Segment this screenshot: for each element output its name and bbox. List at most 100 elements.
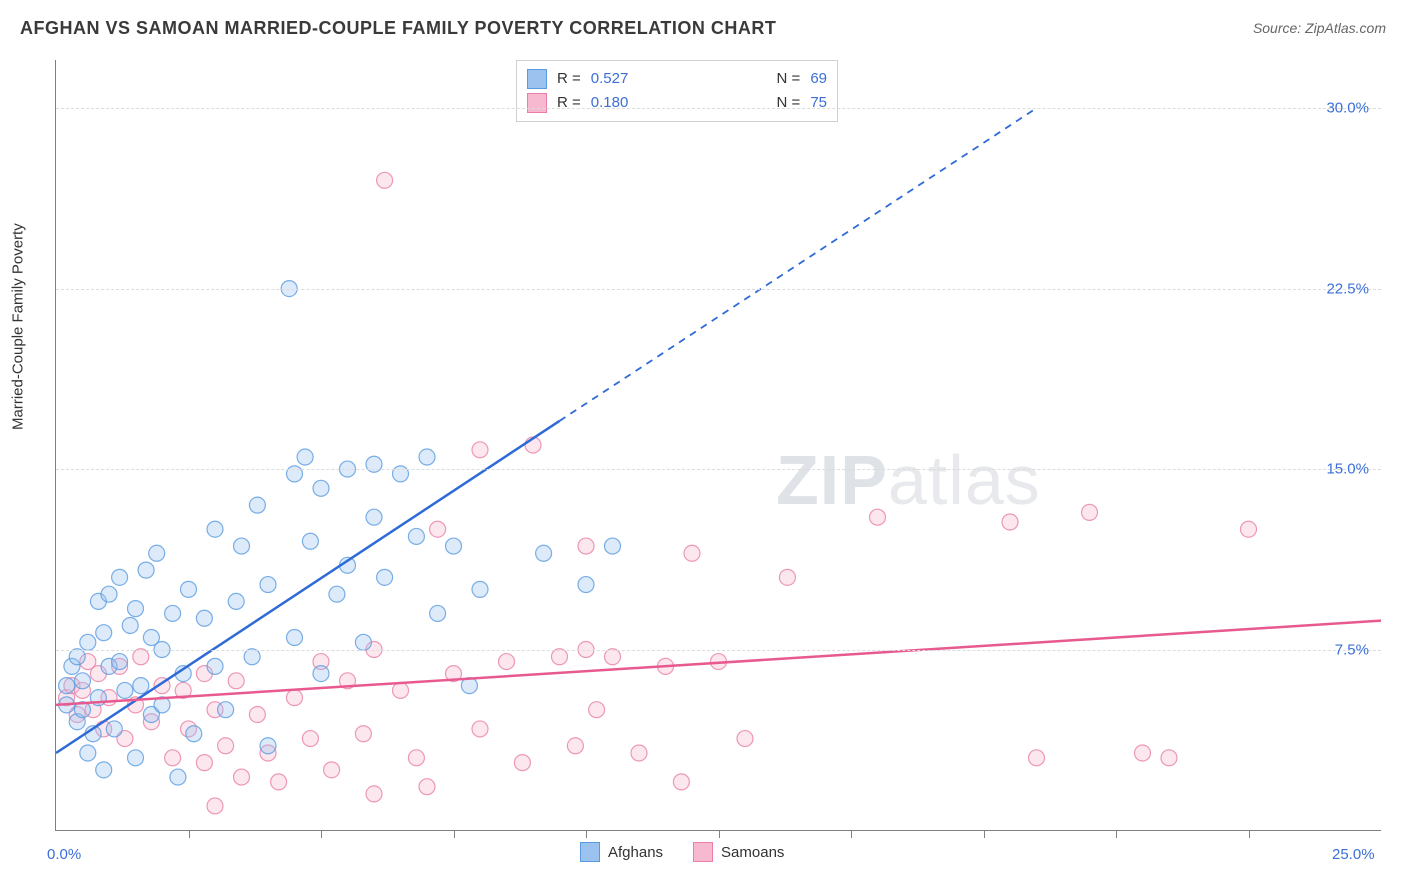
samoan-point <box>165 750 181 766</box>
samoan-point <box>499 654 515 670</box>
samoan-point <box>196 755 212 771</box>
legend-swatch <box>693 842 713 862</box>
samoan-point <box>567 738 583 754</box>
y-tick-label: 7.5% <box>1335 641 1369 658</box>
samoan-point <box>133 649 149 665</box>
afghan-point <box>96 762 112 778</box>
samoan-point <box>207 798 223 814</box>
samoan-point <box>218 738 234 754</box>
legend: Afghans Samoans <box>580 842 784 862</box>
afghan-point <box>69 649 85 665</box>
afghan-point <box>122 617 138 633</box>
samoan-point <box>589 702 605 718</box>
samoan-point <box>631 745 647 761</box>
samoan-point <box>578 538 594 554</box>
afghan-point <box>170 769 186 785</box>
samoan-point <box>870 509 886 525</box>
afghan-point <box>59 678 75 694</box>
stat-n-value: 75 <box>810 91 827 115</box>
afghan-point <box>207 521 223 537</box>
stat-n-label: N = <box>777 67 801 91</box>
samoan-point <box>514 755 530 771</box>
samoan-point <box>393 682 409 698</box>
stats-row: R =0.527N =69 <box>527 67 827 91</box>
x-axis-origin-label: 0.0% <box>47 846 81 863</box>
y-tick-label: 15.0% <box>1326 461 1369 478</box>
afghan-point <box>366 509 382 525</box>
samoan-point <box>673 774 689 790</box>
gridline <box>56 108 1381 109</box>
afghan-point <box>472 581 488 597</box>
afghan-point <box>260 738 276 754</box>
samoan-point <box>1029 750 1045 766</box>
stat-r-label: R = <box>557 67 581 91</box>
x-tick <box>984 830 985 838</box>
afghan-point <box>106 721 122 737</box>
afghan-point <box>287 630 303 646</box>
chart-plot-area: ZIPatlas R =0.527N =69R =0.180N =75 7.5%… <box>55 60 1381 831</box>
afghan-point <box>101 586 117 602</box>
legend-swatch <box>580 842 600 862</box>
afghan-point <box>96 625 112 641</box>
y-axis-label: Married-Couple Family Poverty <box>10 223 27 430</box>
afghan-point <box>128 750 144 766</box>
afghan-point <box>249 497 265 513</box>
afghan-point <box>605 538 621 554</box>
afghan-point <box>165 605 181 621</box>
stat-n-label: N = <box>777 91 801 115</box>
samoan-point <box>472 442 488 458</box>
stat-r-value: 0.527 <box>591 67 629 91</box>
samoan-point <box>430 521 446 537</box>
samoan-point <box>737 731 753 747</box>
gridline <box>56 289 1381 290</box>
samoan-point <box>228 673 244 689</box>
samoan-point <box>249 707 265 723</box>
gridline <box>56 650 1381 651</box>
afghan-point <box>302 533 318 549</box>
x-tick <box>586 830 587 838</box>
stat-r-label: R = <box>557 91 581 115</box>
afghan-point <box>80 745 96 761</box>
legend-label: Samoans <box>721 844 784 861</box>
samoan-point <box>271 774 287 790</box>
afghan-point <box>117 682 133 698</box>
y-tick-label: 22.5% <box>1326 280 1369 297</box>
afghan-point <box>181 581 197 597</box>
y-tick-label: 30.0% <box>1326 100 1369 117</box>
x-axis-max-label: 25.0% <box>1332 846 1375 863</box>
samoan-point <box>1002 514 1018 530</box>
samoan-point <box>355 726 371 742</box>
x-tick <box>1116 830 1117 838</box>
afghan-point <box>75 673 91 689</box>
afghan-point <box>149 545 165 561</box>
samoan-point <box>234 769 250 785</box>
afghan-point <box>112 654 128 670</box>
samoan-point <box>1082 504 1098 520</box>
gridline <box>56 469 1381 470</box>
samoan-point <box>472 721 488 737</box>
samoan-point <box>1241 521 1257 537</box>
samoan-point <box>324 762 340 778</box>
afghan-point <box>218 702 234 718</box>
stats-row: R =0.180N =75 <box>527 91 827 115</box>
legend-item: Afghans <box>580 842 663 862</box>
samoan-point <box>287 690 303 706</box>
afghan-point <box>419 449 435 465</box>
afghan-point <box>377 569 393 585</box>
afghan-point <box>207 658 223 674</box>
samoan-point <box>419 779 435 795</box>
afghan-point <box>196 610 212 626</box>
afghan-point <box>186 726 202 742</box>
chart-title: AFGHAN VS SAMOAN MARRIED-COUPLE FAMILY P… <box>20 18 776 39</box>
stats-swatch <box>527 69 547 89</box>
samoan-point <box>779 569 795 585</box>
stats-swatch <box>527 93 547 113</box>
afghan-point <box>536 545 552 561</box>
stats-box: R =0.527N =69R =0.180N =75 <box>516 60 838 122</box>
x-tick <box>1249 830 1250 838</box>
afghan-point <box>244 649 260 665</box>
afghan-point <box>133 678 149 694</box>
afghan-point <box>408 528 424 544</box>
legend-item: Samoans <box>693 842 784 862</box>
x-tick <box>454 830 455 838</box>
